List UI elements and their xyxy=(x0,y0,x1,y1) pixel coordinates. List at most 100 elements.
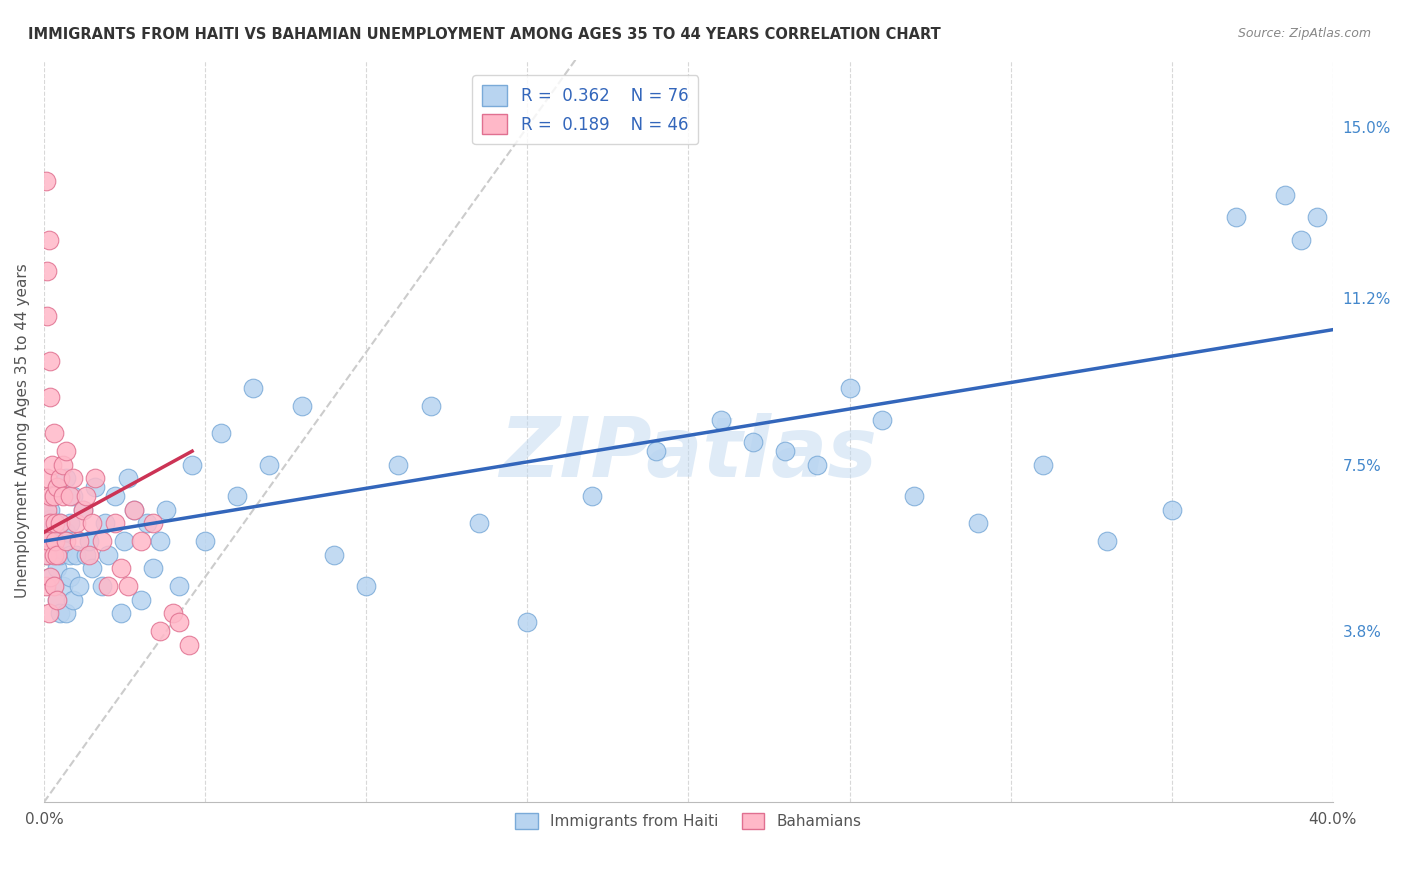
Text: ZIPatlas: ZIPatlas xyxy=(499,413,877,493)
Point xyxy=(354,579,377,593)
Point xyxy=(104,516,127,531)
Point xyxy=(45,548,67,562)
Point xyxy=(34,174,56,188)
Point xyxy=(129,534,152,549)
Point xyxy=(42,579,65,593)
Point xyxy=(387,458,409,472)
Text: IMMIGRANTS FROM HAITI VS BAHAMIAN UNEMPLOYMENT AMONG AGES 35 TO 44 YEARS CORRELA: IMMIGRANTS FROM HAITI VS BAHAMIAN UNEMPL… xyxy=(28,27,941,42)
Point xyxy=(72,502,94,516)
Point xyxy=(42,489,65,503)
Point xyxy=(37,471,59,485)
Point xyxy=(1306,210,1329,224)
Point xyxy=(49,516,72,531)
Point xyxy=(49,606,72,620)
Point xyxy=(1274,187,1296,202)
Point xyxy=(773,444,796,458)
Point xyxy=(41,458,63,472)
Point xyxy=(90,579,112,593)
Point xyxy=(59,516,82,531)
Point xyxy=(149,534,172,549)
Point xyxy=(516,615,538,630)
Point xyxy=(259,458,281,472)
Point xyxy=(37,264,59,278)
Point xyxy=(468,516,491,531)
Point xyxy=(67,534,90,549)
Point xyxy=(114,534,136,549)
Point xyxy=(65,548,87,562)
Point xyxy=(82,516,104,531)
Point xyxy=(34,534,56,549)
Point xyxy=(155,502,177,516)
Point xyxy=(62,592,84,607)
Point xyxy=(39,516,62,531)
Point xyxy=(82,561,104,575)
Point xyxy=(581,489,603,503)
Point xyxy=(45,480,67,494)
Point xyxy=(45,592,67,607)
Point xyxy=(97,579,120,593)
Point xyxy=(49,471,72,485)
Point xyxy=(77,548,100,562)
Point xyxy=(67,579,90,593)
Point xyxy=(65,516,87,531)
Point xyxy=(45,561,67,575)
Point xyxy=(52,489,75,503)
Point xyxy=(62,471,84,485)
Point xyxy=(55,444,77,458)
Point xyxy=(75,489,97,503)
Point xyxy=(49,516,72,531)
Point xyxy=(110,606,132,620)
Point xyxy=(149,624,172,639)
Point xyxy=(75,548,97,562)
Point xyxy=(806,458,828,472)
Point xyxy=(52,579,75,593)
Point xyxy=(110,561,132,575)
Point xyxy=(104,489,127,503)
Point xyxy=(90,534,112,549)
Point xyxy=(55,471,77,485)
Point xyxy=(838,381,860,395)
Point xyxy=(42,489,65,503)
Point xyxy=(59,548,82,562)
Point xyxy=(94,516,117,531)
Point xyxy=(37,525,59,540)
Point xyxy=(52,458,75,472)
Point xyxy=(55,606,77,620)
Point xyxy=(59,489,82,503)
Point xyxy=(903,489,925,503)
Point xyxy=(122,502,145,516)
Point xyxy=(194,534,217,549)
Point xyxy=(45,592,67,607)
Point xyxy=(142,561,165,575)
Point xyxy=(42,579,65,593)
Point xyxy=(167,579,190,593)
Point xyxy=(77,534,100,549)
Point xyxy=(1032,458,1054,472)
Text: Source: ZipAtlas.com: Source: ZipAtlas.com xyxy=(1237,27,1371,40)
Point xyxy=(209,426,232,441)
Point xyxy=(42,534,65,549)
Point xyxy=(136,516,159,531)
Point xyxy=(39,489,62,503)
Point xyxy=(39,570,62,584)
Point xyxy=(162,606,184,620)
Point xyxy=(37,548,59,562)
Point xyxy=(1225,210,1247,224)
Point xyxy=(967,516,990,531)
Point xyxy=(117,471,139,485)
Point xyxy=(122,502,145,516)
Point xyxy=(62,489,84,503)
Point xyxy=(39,502,62,516)
Point xyxy=(242,381,264,395)
Point xyxy=(291,399,314,413)
Point xyxy=(37,309,59,323)
Point xyxy=(39,512,62,526)
Point xyxy=(38,233,60,247)
Point xyxy=(55,534,77,549)
Point xyxy=(38,606,60,620)
Point xyxy=(44,516,66,531)
Point xyxy=(1160,502,1182,516)
Point xyxy=(59,570,82,584)
Point xyxy=(710,412,733,426)
Point xyxy=(1097,534,1119,549)
